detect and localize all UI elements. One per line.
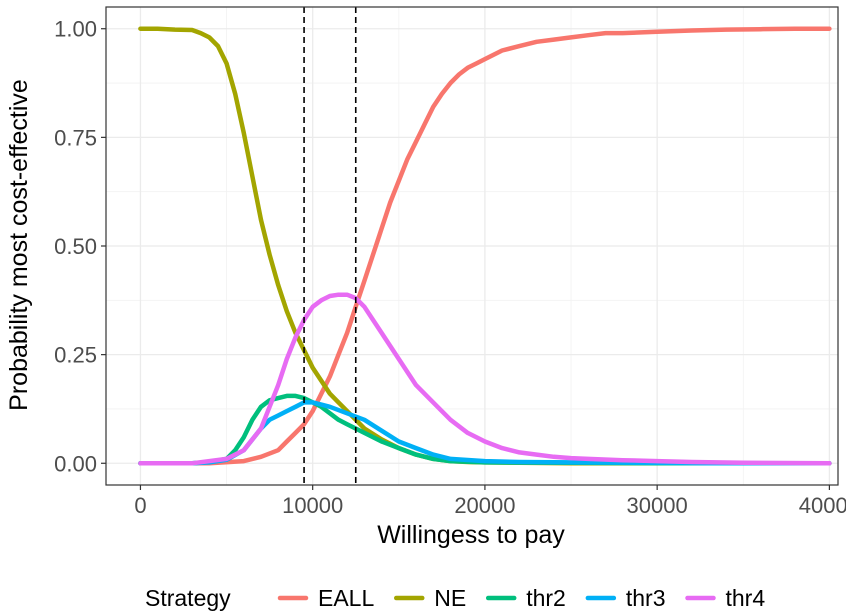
series-line-thr4 <box>138 292 832 466</box>
legend-label: NE <box>434 585 466 611</box>
y-tick-label: 0.00 <box>54 451 97 476</box>
y-axis: 0.00 0.25 0.50 0.75 1.00 <box>54 17 106 476</box>
y-axis-title: Probability most cost-effective <box>5 79 33 411</box>
x-tick-label: 30000 <box>627 493 688 518</box>
legend-label: thr3 <box>626 585 666 611</box>
legend-title: Strategy <box>145 585 231 611</box>
y-tick-label: 0.25 <box>54 343 97 368</box>
legend-item-thr4: thr4 <box>685 585 766 611</box>
x-tick-label: 20000 <box>454 493 515 518</box>
legend-label: thr4 <box>726 585 766 611</box>
legend-item-thr2: thr2 <box>485 585 566 611</box>
legend-label: thr2 <box>526 585 566 611</box>
x-axis-title: Willingess to pay <box>377 521 565 549</box>
y-tick-label: 0.50 <box>54 234 97 259</box>
legend-item-eall: EALL <box>277 585 374 611</box>
legend: Strategy EALL NE thr2 thr3 thr4 <box>145 585 765 611</box>
series-line-eall <box>138 26 832 466</box>
y-tick-label: 1.00 <box>54 17 97 42</box>
legend-item-ne: NE <box>394 585 466 611</box>
x-tick-label: 10000 <box>282 493 343 518</box>
legend-label: EALL <box>318 585 374 611</box>
series-layer <box>138 26 832 466</box>
legend-item-thr3: thr3 <box>585 585 666 611</box>
y-tick-label: 0.75 <box>54 125 97 150</box>
x-tick-label: 0 <box>134 493 146 518</box>
